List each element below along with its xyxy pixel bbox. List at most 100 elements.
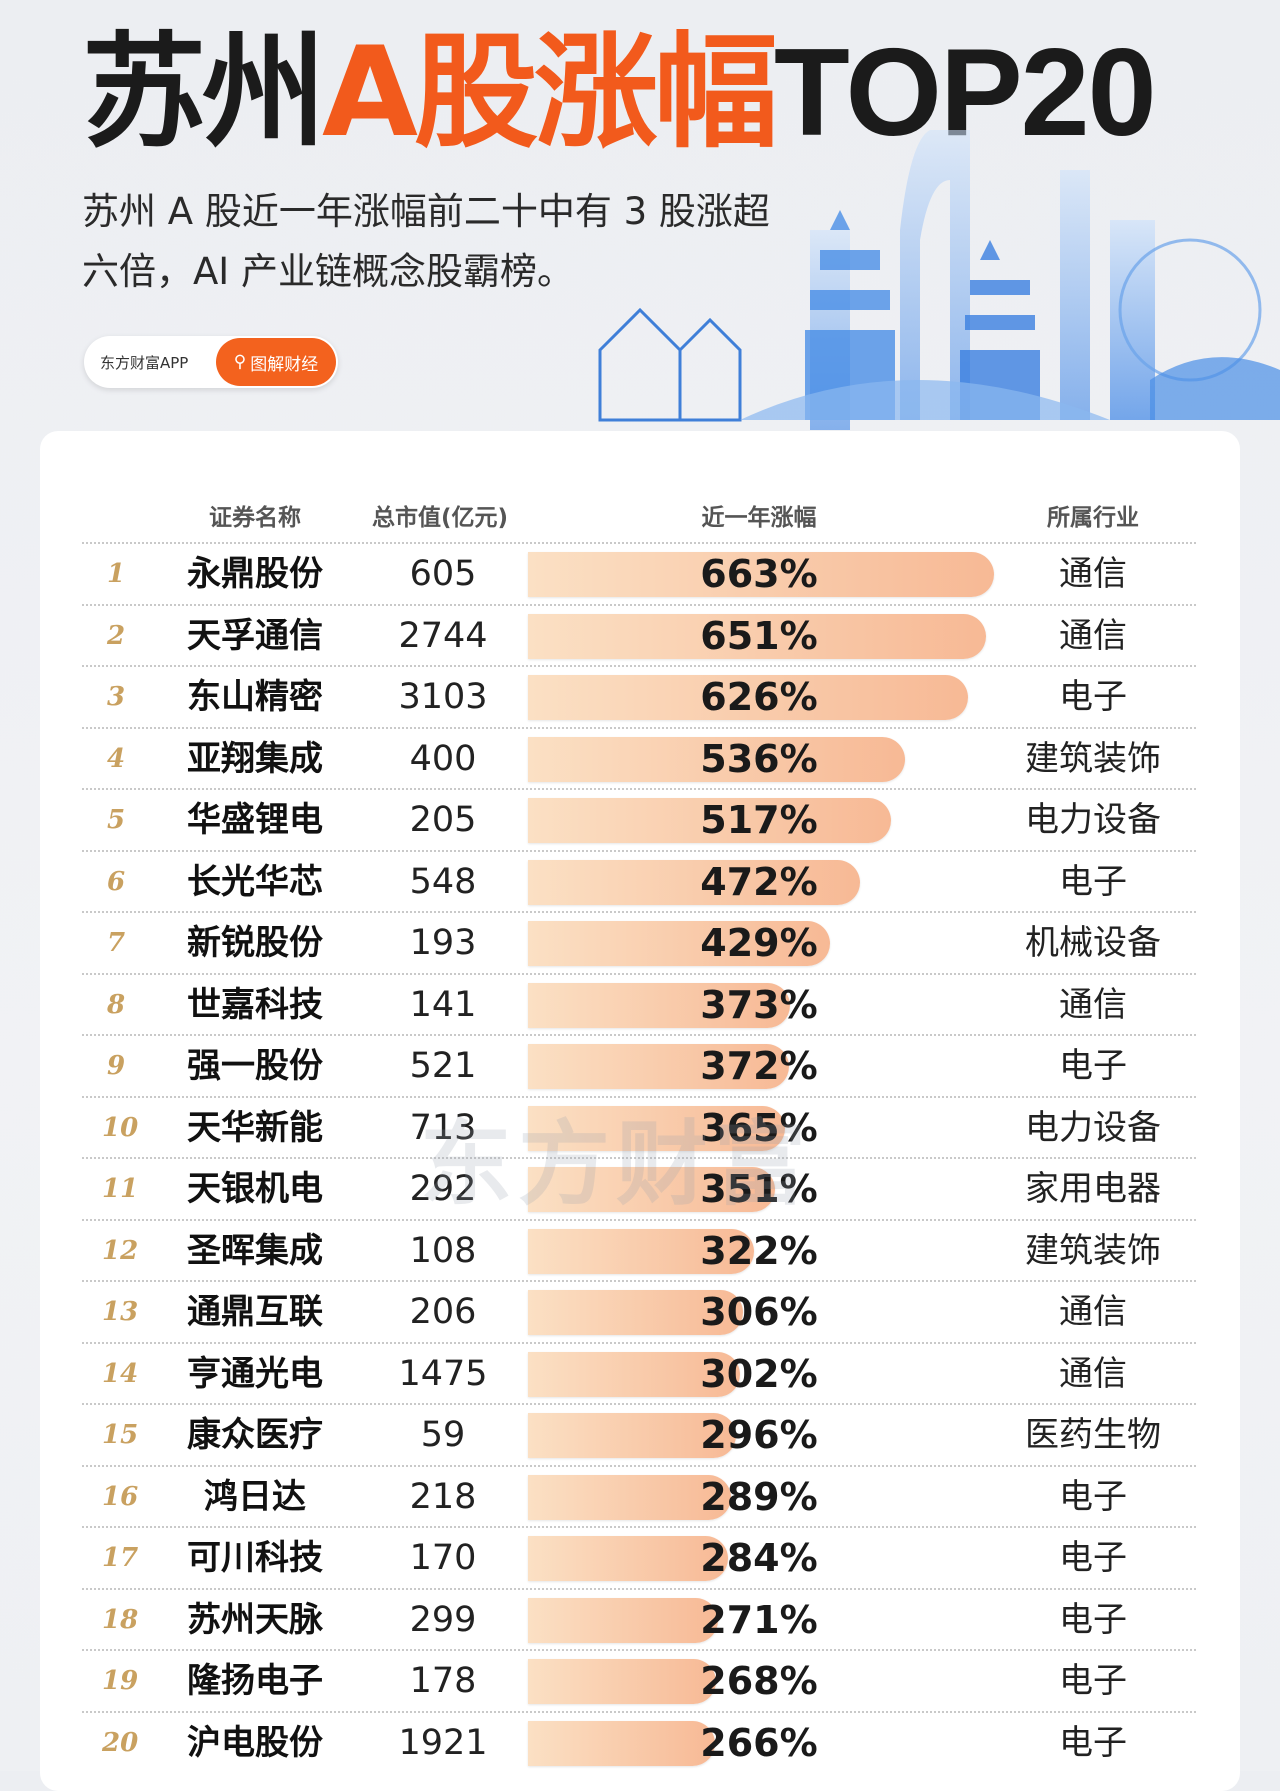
gain-bar — [528, 675, 968, 720]
col-header-gain: 近一年涨幅 — [701, 505, 817, 531]
market-cap: 299 — [409, 1599, 477, 1640]
gain-percent: 536% — [700, 736, 818, 781]
gain-bar — [528, 921, 830, 966]
stock-name: 亚翔集成 — [187, 738, 323, 779]
stock-name: 沪电股份 — [187, 1722, 323, 1763]
rank-number: 13 — [102, 1297, 139, 1327]
market-cap: 292 — [409, 1169, 477, 1209]
gain-percent: 322% — [700, 1228, 818, 1273]
rank-number: 4 — [106, 743, 126, 774]
stock-name: 天银机电 — [187, 1169, 323, 1209]
rank-number: 15 — [102, 1420, 139, 1450]
rank-number: 3 — [106, 682, 126, 712]
stock-name: 隆扬电子 — [187, 1661, 323, 1701]
gain-bar — [528, 1659, 717, 1704]
gain-percent: 296% — [700, 1413, 818, 1457]
stock-name: 世嘉科技 — [187, 984, 323, 1025]
gain-percent: 365% — [700, 1105, 818, 1150]
table-row: 17 可川科技 170 284% 电子 — [82, 1526, 1196, 1588]
market-cap: 3103 — [398, 677, 488, 717]
source-badge: 东方财富APP ⚲ 图解财经 — [84, 336, 338, 388]
industry: 电子 — [1059, 1476, 1127, 1517]
rank-number: 18 — [102, 1604, 139, 1635]
table-row: 4 亚翔集成 400 536% 建筑装饰 — [82, 726, 1196, 789]
market-cap: 170 — [409, 1538, 477, 1578]
stock-name: 苏州天脉 — [187, 1599, 323, 1640]
gain-percent: 517% — [700, 798, 818, 842]
market-cap: 108 — [409, 1230, 477, 1271]
gain-percent: 651% — [700, 613, 818, 658]
market-cap: 206 — [409, 1292, 477, 1332]
col-header-market-cap: 总市值(亿元) — [371, 505, 509, 531]
gain-bar — [528, 552, 994, 597]
market-cap: 521 — [409, 1046, 477, 1086]
title-highlight: A股涨幅 — [322, 21, 778, 165]
market-cap: 178 — [409, 1661, 477, 1701]
rank-number: 12 — [102, 1235, 139, 1266]
industry: 通信 — [1059, 615, 1127, 656]
gain-percent: 429% — [700, 921, 818, 965]
industry: 通信 — [1059, 554, 1127, 594]
city-skyline-illustration — [598, 130, 1280, 430]
stock-name: 华盛锂电 — [187, 800, 323, 840]
gain-percent: 472% — [700, 859, 818, 904]
industry: 电力设备 — [1025, 800, 1161, 840]
stock-name: 天华新能 — [187, 1107, 323, 1148]
gain-bar — [528, 1720, 715, 1766]
table-row: 10 天华新能 713 365% 电力设备 — [82, 1095, 1196, 1158]
table-row: 9 强一股份 521 372% 电子 — [82, 1034, 1196, 1096]
table-row: 5 华盛锂电 205 517% 电力设备 — [82, 788, 1196, 850]
market-cap: 193 — [409, 923, 477, 963]
industry: 医药生物 — [1025, 1415, 1161, 1455]
tag-pill[interactable]: ⚲ 图解财经 — [216, 338, 336, 386]
stock-name: 鸿日达 — [204, 1476, 306, 1517]
rank-number: 7 — [106, 928, 126, 958]
gain-percent: 284% — [700, 1536, 818, 1580]
rank-number: 20 — [102, 1727, 139, 1758]
table-row: 16 鸿日达 218 289% 电子 — [82, 1464, 1196, 1527]
stock-name: 圣晖集成 — [187, 1230, 323, 1271]
market-cap: 605 — [409, 554, 477, 594]
gain-bar — [528, 736, 905, 782]
stock-name: 永鼎股份 — [187, 554, 323, 594]
table-row: 1 永鼎股份 605 663% 通信 — [82, 542, 1196, 604]
market-cap: 218 — [409, 1476, 477, 1517]
gain-percent: 266% — [700, 1720, 818, 1765]
market-cap: 205 — [409, 800, 477, 840]
industry: 电子 — [1059, 1599, 1127, 1640]
gain-percent: 306% — [700, 1290, 818, 1334]
market-cap: 59 — [420, 1415, 466, 1455]
gain-percent: 626% — [700, 675, 818, 719]
rank-number: 11 — [102, 1174, 139, 1204]
brand-label: 东方财富APP — [100, 353, 189, 372]
table-row: 18 苏州天脉 299 271% 电子 — [82, 1587, 1196, 1650]
industry: 家用电器 — [1025, 1169, 1161, 1209]
industry: 通信 — [1059, 984, 1127, 1025]
gain-bar — [528, 613, 986, 659]
gain-bar — [528, 1413, 737, 1458]
gain-percent: 271% — [700, 1597, 818, 1642]
table-row: 3 东山精密 3103 626% 电子 — [82, 665, 1196, 727]
table-row: 8 世嘉科技 141 373% 通信 — [82, 972, 1196, 1035]
gain-bar — [528, 1536, 728, 1581]
industry: 电力设备 — [1025, 1107, 1161, 1148]
industry: 通信 — [1059, 1292, 1127, 1332]
gain-bar — [528, 1105, 785, 1151]
gain-percent: 268% — [700, 1659, 818, 1703]
table-row: 15 康众医疗 59 296% 医药生物 — [82, 1403, 1196, 1465]
table-row: 19 隆扬电子 178 268% 电子 — [82, 1649, 1196, 1711]
rank-number: 10 — [102, 1112, 139, 1143]
rank-number: 2 — [106, 620, 126, 651]
gain-bar — [528, 1290, 744, 1335]
stock-name: 康众医疗 — [187, 1415, 323, 1455]
tag-label: 图解财经 — [250, 354, 319, 375]
industry: 电子 — [1059, 1722, 1127, 1763]
industry: 建筑装饰 — [1025, 1230, 1161, 1271]
stock-name: 通鼎互联 — [187, 1292, 323, 1332]
stock-name: 长光华芯 — [187, 861, 323, 902]
gain-percent: 289% — [700, 1474, 818, 1519]
gain-percent: 663% — [700, 552, 818, 596]
title-city: 苏州 — [82, 21, 326, 165]
stock-name: 新锐股份 — [187, 923, 323, 963]
table-row: 11 天银机电 292 351% 家用电器 — [82, 1157, 1196, 1219]
